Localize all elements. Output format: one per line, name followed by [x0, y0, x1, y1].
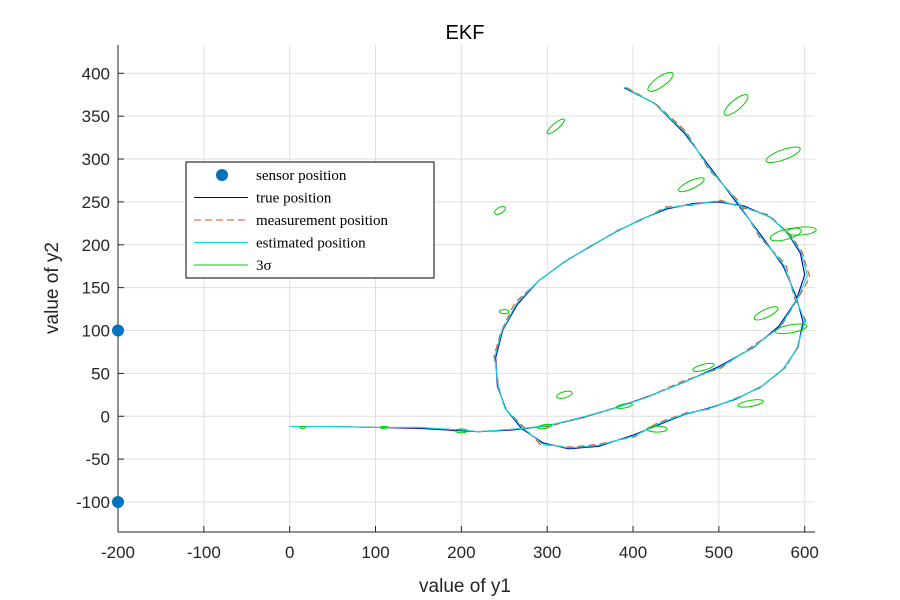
- sigma-ellipse: [454, 428, 468, 434]
- y-tick-label: 50: [91, 364, 110, 383]
- x-axis-label: value of y1: [419, 576, 511, 597]
- sigma-ellipse: [723, 94, 749, 116]
- grid: [117, 45, 815, 532]
- sensor-point: [112, 324, 124, 337]
- x-tick-label: 300: [533, 543, 561, 562]
- y-tick-label: -50: [85, 450, 110, 469]
- legend-label: sensor position: [256, 168, 347, 184]
- sigma-ellipse: [546, 118, 565, 135]
- sigma-ellipse: [556, 390, 573, 399]
- legend-label: measurement position: [256, 213, 389, 229]
- y-tick-label: 100: [82, 322, 110, 341]
- x-tick-label: 200: [447, 543, 475, 562]
- sigma-ellipse: [692, 362, 715, 372]
- legend: sensor position true position measurement …: [185, 161, 435, 279]
- sensor-point: [112, 495, 124, 508]
- sigma-ellipse: [498, 309, 510, 315]
- y-tick-label: 150: [82, 279, 110, 298]
- y-tick-label: -100: [76, 493, 110, 512]
- legend-label: 3σ: [256, 258, 272, 274]
- x-tick-label: -100: [187, 543, 221, 562]
- x-tick-label: -200: [101, 543, 135, 562]
- legend-label: estimated position: [256, 236, 366, 252]
- y-tick-label: 350: [82, 107, 110, 126]
- sigma-ellipse: [753, 306, 779, 321]
- sigma-ellipse: [646, 425, 668, 433]
- y-tick-label: 400: [82, 64, 110, 83]
- axes: [117, 45, 815, 533]
- y-tick-label: 250: [82, 193, 110, 212]
- y-axis-label: value of y2: [42, 242, 63, 334]
- sigma-ellipse: [616, 403, 633, 409]
- plot-area: [112, 71, 817, 508]
- y-tick-label: 0: [101, 407, 110, 426]
- sigma-ellipse: [537, 423, 553, 430]
- legend-marker: [216, 169, 228, 181]
- y-tick-label: 200: [82, 236, 110, 255]
- x-tick-label: 500: [705, 543, 733, 562]
- sigma-ellipse: [494, 206, 506, 215]
- x-tick-label: 400: [619, 543, 647, 562]
- sigma-ellipse: [774, 323, 808, 335]
- sigma-ellipse: [769, 227, 802, 242]
- legend-label: true position: [256, 191, 332, 207]
- x-tick-label: 100: [361, 543, 389, 562]
- x-tick-label: 600: [791, 543, 819, 562]
- y-tick-label: 300: [82, 150, 110, 169]
- sigma-ellipse: [379, 425, 389, 429]
- x-tick-label: 0: [285, 543, 294, 562]
- sigma-ellipse: [737, 399, 764, 408]
- sigma-ellipse: [678, 177, 705, 193]
- sigma-ellipse: [647, 71, 674, 92]
- tick-labels: -200 -100 0 100 200 300 400 500 600 -100 -50 0 50 100…: [76, 64, 819, 562]
- sigma-ellipse: [299, 425, 307, 429]
- sigma-ellipse: [785, 226, 817, 236]
- sigma-ellipse: [765, 146, 801, 163]
- chart-title: EKF: [446, 22, 485, 44]
